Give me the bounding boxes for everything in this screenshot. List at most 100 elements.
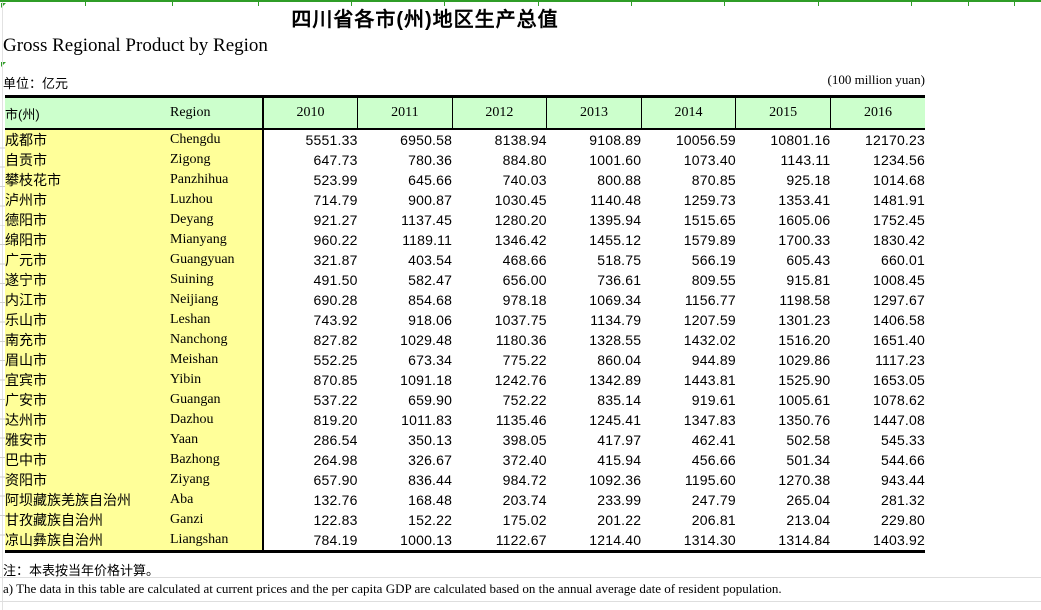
city-cell[interactable]: 广元市	[5, 250, 170, 270]
region-cell[interactable]: Dazhou	[170, 410, 263, 430]
value-cell[interactable]: 229.80	[880, 512, 925, 528]
value-cell[interactable]: 870.85	[262, 370, 358, 390]
region-cell[interactable]: Bazhong	[170, 450, 263, 470]
value-cell[interactable]: 900.87	[408, 192, 453, 208]
value-cell[interactable]: 417.97	[597, 432, 642, 448]
value-cell[interactable]: 659.90	[408, 392, 453, 408]
value-cell[interactable]: 1752.45	[872, 212, 925, 228]
region-cell[interactable]: Ziyang	[170, 470, 263, 490]
value-cell[interactable]: 518.75	[597, 252, 642, 268]
value-cell[interactable]: 1092.36	[589, 472, 642, 488]
value-cell[interactable]: 403.54	[408, 252, 453, 268]
city-cell[interactable]: 自贡市	[5, 150, 170, 170]
value-cell[interactable]: 919.61	[691, 392, 736, 408]
value-cell[interactable]: 1137.45	[401, 212, 453, 228]
column-header-city[interactable]: 市(州)	[5, 96, 170, 130]
city-cell[interactable]: 雅安市	[5, 430, 170, 450]
value-cell[interactable]: 915.81	[786, 272, 831, 288]
city-cell[interactable]: 德阳市	[5, 210, 170, 230]
value-cell[interactable]: 1700.33	[778, 232, 831, 248]
city-cell[interactable]: 巴中市	[5, 450, 170, 470]
value-cell[interactable]: 566.19	[691, 252, 736, 268]
value-cell[interactable]: 1143.11	[780, 152, 831, 168]
value-cell[interactable]: 286.54	[262, 430, 358, 450]
value-cell[interactable]: 835.14	[597, 392, 642, 408]
value-cell[interactable]: 264.98	[262, 450, 358, 470]
value-cell[interactable]: 921.27	[262, 210, 358, 230]
value-cell[interactable]: 1029.86	[778, 352, 831, 368]
value-cell[interactable]: 1014.68	[872, 172, 925, 188]
value-cell[interactable]: 740.03	[502, 172, 547, 188]
value-cell[interactable]: 501.34	[786, 452, 831, 468]
value-cell[interactable]: 836.44	[408, 472, 453, 488]
value-cell[interactable]: 1653.05	[872, 372, 925, 388]
value-cell[interactable]: 1259.73	[683, 192, 736, 208]
value-cell[interactable]: 860.04	[597, 352, 642, 368]
city-cell[interactable]: 达州市	[5, 410, 170, 430]
value-cell[interactable]: 1029.48	[400, 332, 453, 348]
value-cell[interactable]: 960.22	[262, 230, 358, 250]
city-cell[interactable]: 泸州市	[5, 190, 170, 210]
value-cell[interactable]: 168.48	[408, 492, 453, 508]
value-cell[interactable]: 1207.59	[683, 312, 736, 328]
value-cell[interactable]: 1432.02	[683, 332, 736, 348]
city-cell[interactable]: 眉山市	[5, 350, 170, 370]
value-cell[interactable]: 1314.84	[778, 532, 831, 548]
value-cell[interactable]: 1073.40	[683, 152, 736, 168]
region-cell[interactable]: Leshan	[170, 310, 263, 330]
region-cell[interactable]: Ganzi	[170, 510, 263, 530]
value-cell[interactable]: 743.92	[262, 310, 358, 330]
value-cell[interactable]: 1037.75	[494, 312, 547, 328]
column-header-year-2012[interactable]: 2012	[451, 96, 547, 130]
value-cell[interactable]: 582.47	[408, 272, 453, 288]
value-cell[interactable]: 1314.30	[683, 532, 736, 548]
value-cell[interactable]: 978.18	[502, 292, 547, 308]
value-cell[interactable]: 398.05	[502, 432, 547, 448]
value-cell[interactable]: 9108.89	[589, 132, 642, 148]
value-cell[interactable]: 752.22	[502, 392, 547, 408]
city-cell[interactable]: 宜宾市	[5, 370, 170, 390]
region-cell[interactable]: Mianyang	[170, 230, 263, 250]
value-cell[interactable]: 1156.77	[684, 292, 736, 308]
column-header-year-2014[interactable]: 2014	[640, 96, 736, 130]
value-cell[interactable]: 1008.45	[872, 272, 925, 288]
value-cell[interactable]: 1135.46	[495, 412, 547, 428]
value-cell[interactable]: 1280.20	[494, 212, 547, 228]
value-cell[interactable]: 714.79	[262, 190, 358, 210]
value-cell[interactable]: 1301.23	[778, 312, 831, 328]
value-cell[interactable]: 456.66	[691, 452, 736, 468]
value-cell[interactable]: 660.01	[880, 252, 925, 268]
value-cell[interactable]: 1353.41	[778, 192, 831, 208]
value-cell[interactable]: 1195.60	[684, 472, 736, 488]
value-cell[interactable]: 152.22	[408, 512, 453, 528]
value-cell[interactable]: 1000.13	[400, 532, 453, 548]
value-cell[interactable]: 1605.06	[778, 212, 831, 228]
value-cell[interactable]: 647.73	[262, 150, 358, 170]
region-cell[interactable]: Meishan	[170, 350, 263, 370]
value-cell[interactable]: 544.66	[880, 452, 925, 468]
value-cell[interactable]: 827.82	[262, 330, 358, 350]
region-cell[interactable]: Nanchong	[170, 330, 263, 350]
region-cell[interactable]: Neijiang	[170, 290, 263, 310]
value-cell[interactable]: 1091.18	[400, 372, 453, 388]
value-cell[interactable]: 6950.58	[400, 132, 453, 148]
value-cell[interactable]: 819.20	[262, 410, 358, 430]
value-cell[interactable]: 462.41	[691, 432, 736, 448]
value-cell[interactable]: 925.18	[786, 172, 831, 188]
value-cell[interactable]: 233.99	[597, 492, 642, 508]
region-cell[interactable]: Guangyuan	[170, 250, 263, 270]
region-cell[interactable]: Luzhou	[170, 190, 263, 210]
value-cell[interactable]: 502.58	[786, 432, 831, 448]
column-header-year-2016[interactable]: 2016	[829, 96, 925, 130]
value-cell[interactable]: 1005.61	[778, 392, 831, 408]
value-cell[interactable]: 1270.38	[778, 472, 831, 488]
value-cell[interactable]: 984.72	[502, 472, 547, 488]
value-cell[interactable]: 122.83	[262, 510, 358, 530]
value-cell[interactable]: 690.28	[262, 290, 358, 310]
value-cell[interactable]: 775.22	[502, 352, 547, 368]
value-cell[interactable]: 1830.42	[872, 232, 925, 248]
value-cell[interactable]: 1011.83	[401, 412, 453, 428]
value-cell[interactable]: 1234.56	[872, 152, 925, 168]
value-cell[interactable]: 10801.16	[770, 132, 831, 148]
value-cell[interactable]: 809.55	[691, 272, 736, 288]
